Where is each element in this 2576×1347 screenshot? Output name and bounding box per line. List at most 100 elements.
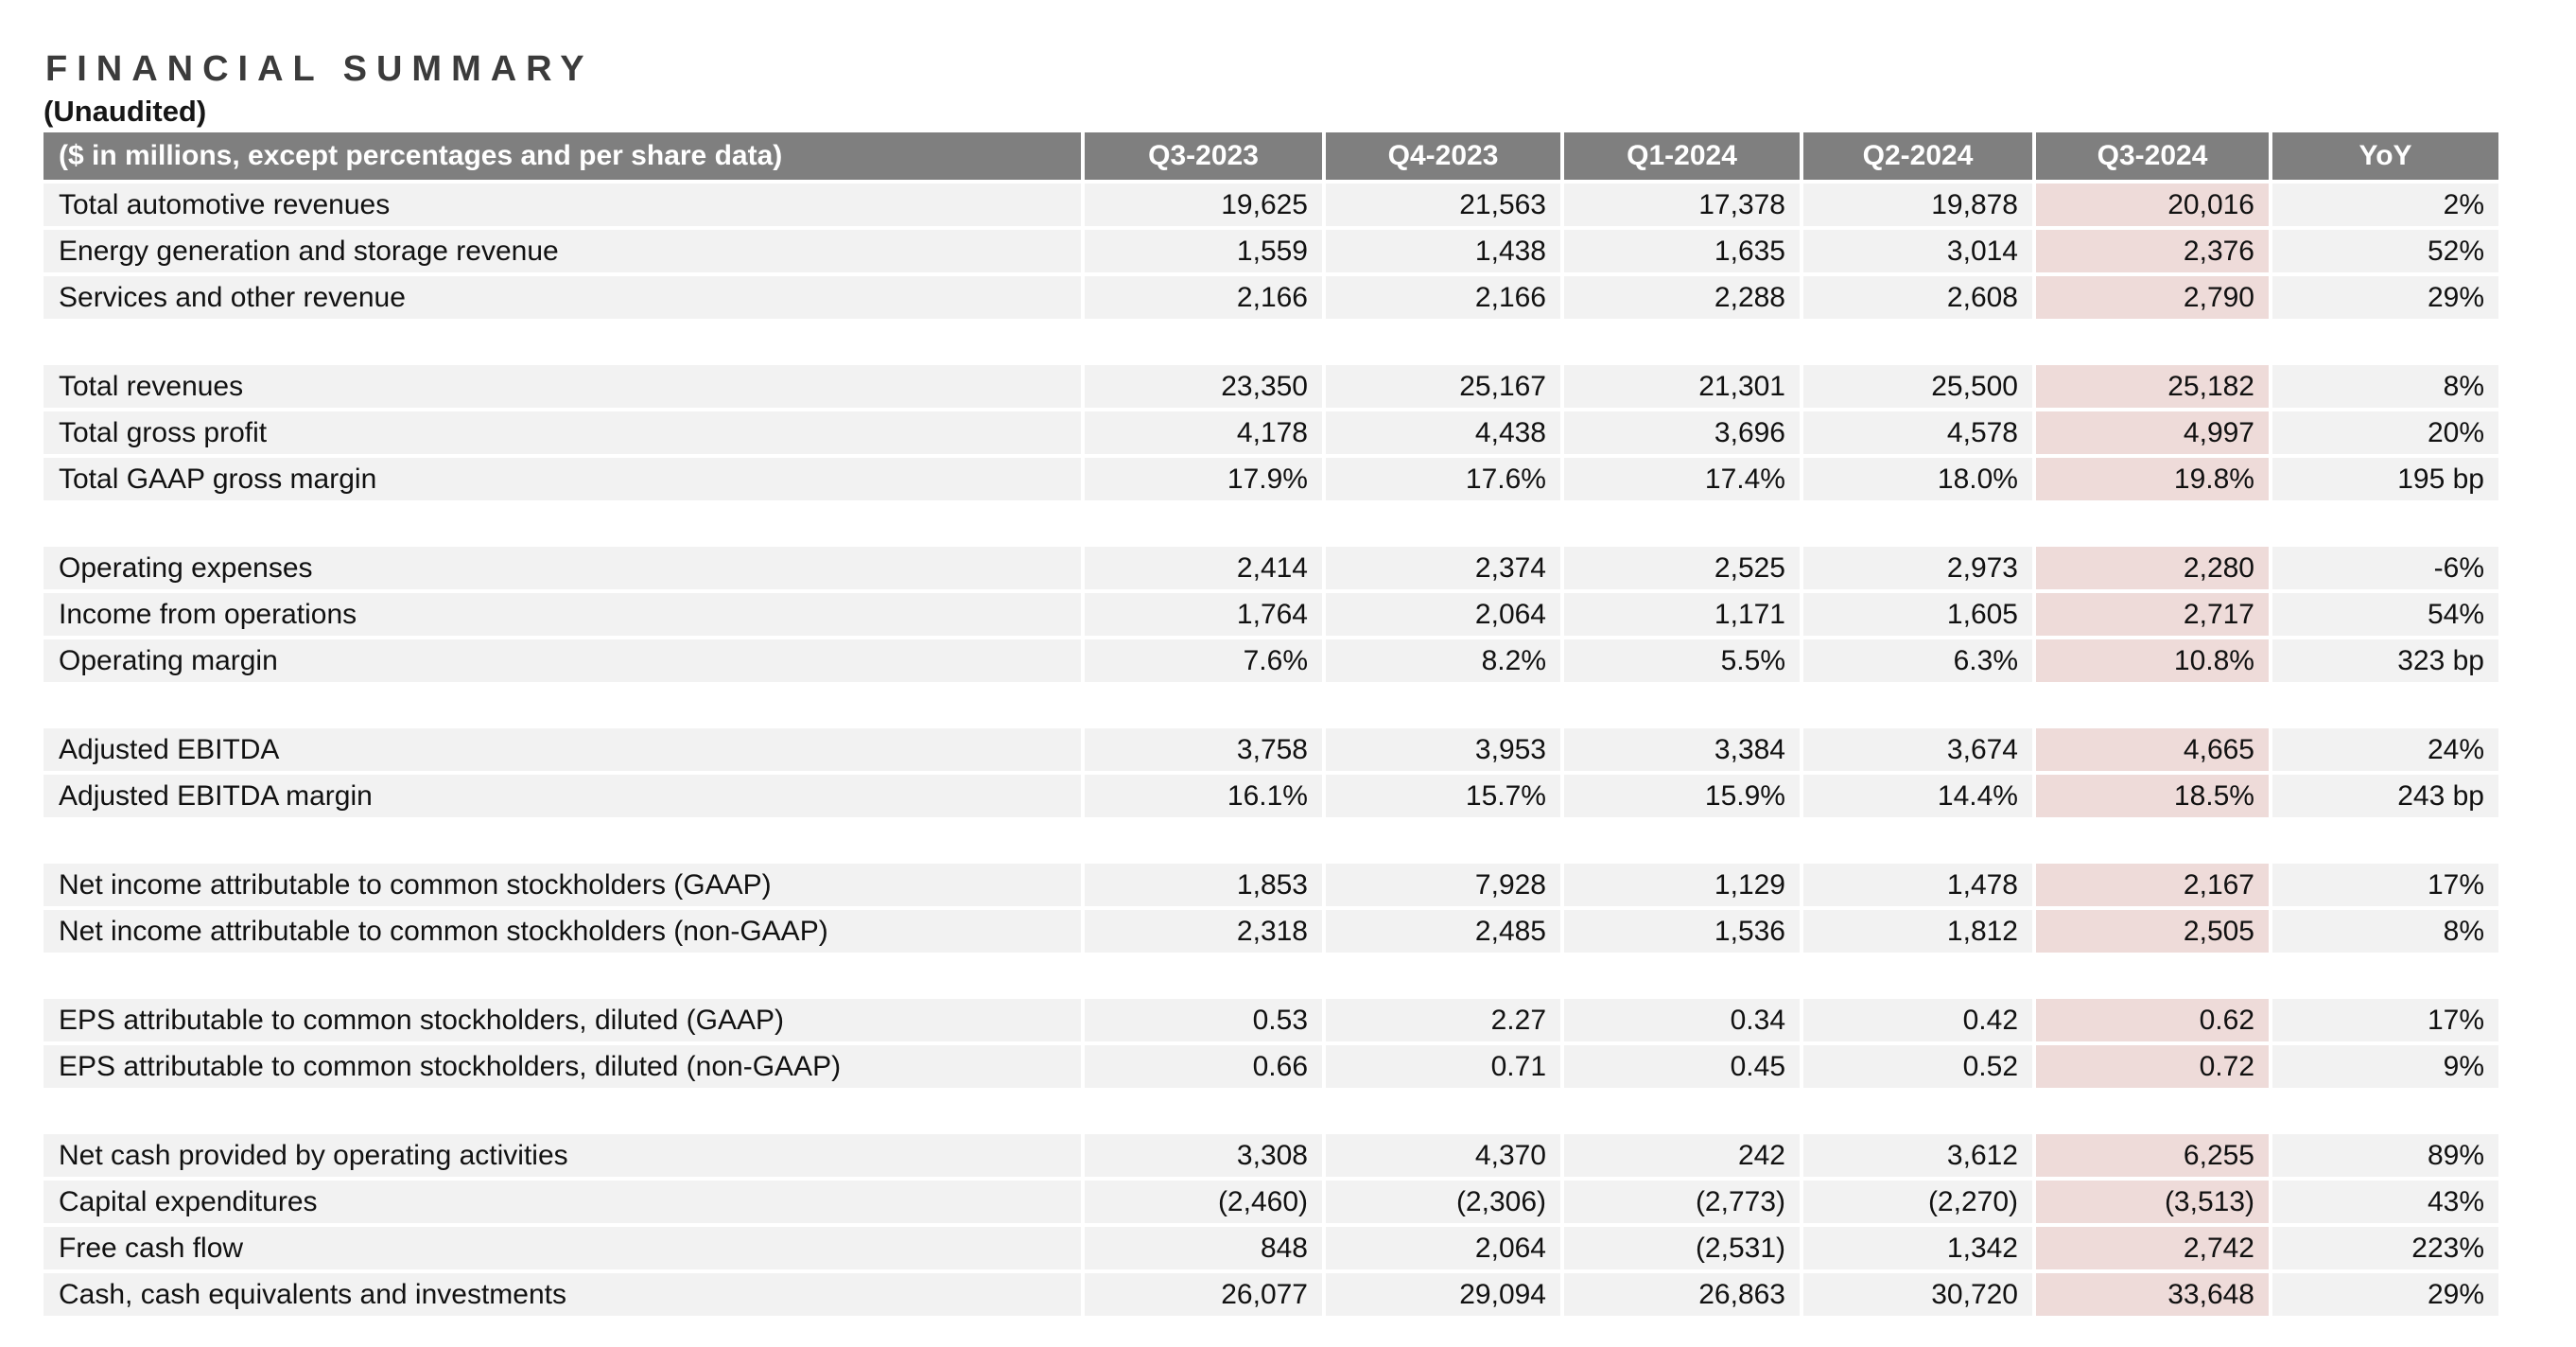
value-cell-highlight: 6,255 bbox=[2036, 1134, 2269, 1177]
value-cell: 3,674 bbox=[1803, 728, 2032, 771]
value-cell: 14.4% bbox=[1803, 775, 2032, 817]
value-cell: 2,973 bbox=[1803, 547, 2032, 589]
yoy-cell: 43% bbox=[2272, 1181, 2498, 1223]
table-row: Adjusted EBITDA 3,758 3,953 3,384 3,674 4,665… bbox=[44, 728, 2502, 771]
yoy-cell: 17% bbox=[2272, 999, 2498, 1041]
value-cell: (2,773) bbox=[1564, 1181, 1800, 1223]
value-cell: 15.9% bbox=[1564, 775, 1800, 817]
row-label: Adjusted EBITDA margin bbox=[44, 775, 1081, 817]
value-cell: 25,500 bbox=[1803, 365, 2032, 408]
value-cell-highlight: 2,376 bbox=[2036, 230, 2269, 272]
value-cell: 29,094 bbox=[1326, 1273, 1560, 1316]
group-spacer bbox=[44, 1092, 2502, 1130]
value-cell: 7.6% bbox=[1085, 639, 1322, 682]
value-cell: (2,306) bbox=[1326, 1181, 1560, 1223]
table-row: Total gross profit 4,178 4,438 3,696 4,578 4,… bbox=[44, 411, 2502, 454]
value-cell: 8.2% bbox=[1326, 639, 1560, 682]
value-cell: 26,077 bbox=[1085, 1273, 1322, 1316]
value-cell: 1,438 bbox=[1326, 230, 1560, 272]
value-cell: 19,878 bbox=[1803, 184, 2032, 226]
value-cell: 1,635 bbox=[1564, 230, 1800, 272]
yoy-cell: -6% bbox=[2272, 547, 2498, 589]
value-cell: 1,171 bbox=[1564, 593, 1800, 636]
value-cell: 1,605 bbox=[1803, 593, 2032, 636]
table-row: Total automotive revenues 19,625 21,563 17,… bbox=[44, 184, 2502, 226]
value-cell-highlight: 0.62 bbox=[2036, 999, 2269, 1041]
page-subtitle: (Unaudited) bbox=[44, 95, 207, 128]
yoy-cell: 8% bbox=[2272, 910, 2498, 953]
column-header-q1-2024: Q1-2024 bbox=[1564, 132, 1800, 180]
table-row: Energy generation and storage revenue 1,5… bbox=[44, 230, 2502, 272]
value-cell: 0.34 bbox=[1564, 999, 1800, 1041]
value-cell: 1,853 bbox=[1085, 864, 1322, 906]
value-cell-highlight: 19.8% bbox=[2036, 458, 2269, 500]
value-cell-highlight: 20,016 bbox=[2036, 184, 2269, 226]
value-cell: 21,301 bbox=[1564, 365, 1800, 408]
value-cell-highlight: 2,167 bbox=[2036, 864, 2269, 906]
value-cell: 242 bbox=[1564, 1134, 1800, 1177]
value-cell: 1,536 bbox=[1564, 910, 1800, 953]
value-cell: 1,764 bbox=[1085, 593, 1322, 636]
yoy-cell: 8% bbox=[2272, 365, 2498, 408]
row-label: Net cash provided by operating activitie… bbox=[44, 1134, 1081, 1177]
yoy-cell: 17% bbox=[2272, 864, 2498, 906]
value-cell: 3,384 bbox=[1564, 728, 1800, 771]
value-cell: 2,064 bbox=[1326, 1227, 1560, 1269]
value-cell: 2,166 bbox=[1085, 276, 1322, 319]
value-cell: 6.3% bbox=[1803, 639, 2032, 682]
value-cell-highlight: 10.8% bbox=[2036, 639, 2269, 682]
table-row: Net income attributable to common stockh… bbox=[44, 864, 2502, 906]
table-row: Total revenues 23,350 25,167 21,301 25,500 25… bbox=[44, 365, 2502, 408]
value-cell: 25,167 bbox=[1326, 365, 1560, 408]
value-cell: 1,129 bbox=[1564, 864, 1800, 906]
row-label: Free cash flow bbox=[44, 1227, 1081, 1269]
table-row: Services and other revenue 2,166 2,166 2,28… bbox=[44, 276, 2502, 319]
value-cell: 4,370 bbox=[1326, 1134, 1560, 1177]
group-spacer bbox=[44, 504, 2502, 543]
yoy-cell: 223% bbox=[2272, 1227, 2498, 1269]
value-cell: 17.9% bbox=[1085, 458, 1322, 500]
value-cell: 16.1% bbox=[1085, 775, 1322, 817]
column-header-yoy: YoY bbox=[2272, 132, 2498, 180]
value-cell: 17,378 bbox=[1564, 184, 1800, 226]
value-cell: 4,578 bbox=[1803, 411, 2032, 454]
value-cell-highlight: 2,505 bbox=[2036, 910, 2269, 953]
row-label: Services and other revenue bbox=[44, 276, 1081, 319]
value-cell: 0.66 bbox=[1085, 1045, 1322, 1088]
value-cell: 2,318 bbox=[1085, 910, 1322, 953]
page-title: FINANCIAL SUMMARY bbox=[45, 49, 594, 89]
value-cell: 3,953 bbox=[1326, 728, 1560, 771]
value-cell: 21,563 bbox=[1326, 184, 1560, 226]
row-label: Total GAAP gross margin bbox=[44, 458, 1081, 500]
value-cell: 1,342 bbox=[1803, 1227, 2032, 1269]
value-cell: 3,308 bbox=[1085, 1134, 1322, 1177]
value-cell: 1,478 bbox=[1803, 864, 2032, 906]
value-cell: (2,531) bbox=[1564, 1227, 1800, 1269]
value-cell: 19,625 bbox=[1085, 184, 1322, 226]
yoy-cell: 52% bbox=[2272, 230, 2498, 272]
value-cell: 3,612 bbox=[1803, 1134, 2032, 1177]
value-cell: 7,928 bbox=[1326, 864, 1560, 906]
yoy-cell: 195 bp bbox=[2272, 458, 2498, 500]
yoy-cell: 89% bbox=[2272, 1134, 2498, 1177]
row-label: Capital expenditures bbox=[44, 1181, 1081, 1223]
row-label: Net income attributable to common stockh… bbox=[44, 910, 1081, 953]
value-cell: 18.0% bbox=[1803, 458, 2032, 500]
yoy-cell: 9% bbox=[2272, 1045, 2498, 1088]
table-row: Adjusted EBITDA margin 16.1% 15.7% 15.9% 14.… bbox=[44, 775, 2502, 817]
value-cell: 2,064 bbox=[1326, 593, 1560, 636]
value-cell: (2,460) bbox=[1085, 1181, 1322, 1223]
value-cell: 17.6% bbox=[1326, 458, 1560, 500]
value-cell: 0.52 bbox=[1803, 1045, 2032, 1088]
value-cell: 5.5% bbox=[1564, 639, 1800, 682]
value-cell: 3,758 bbox=[1085, 728, 1322, 771]
value-cell-highlight: 4,997 bbox=[2036, 411, 2269, 454]
column-header-q4-2023: Q4-2023 bbox=[1326, 132, 1560, 180]
value-cell-highlight: 25,182 bbox=[2036, 365, 2269, 408]
value-cell: 15.7% bbox=[1326, 775, 1560, 817]
value-cell: 3,696 bbox=[1564, 411, 1800, 454]
yoy-cell: 24% bbox=[2272, 728, 2498, 771]
yoy-cell: 2% bbox=[2272, 184, 2498, 226]
value-cell: 17.4% bbox=[1564, 458, 1800, 500]
table-row: Capital expenditures (2,460) (2,306) (2,773… bbox=[44, 1181, 2502, 1223]
